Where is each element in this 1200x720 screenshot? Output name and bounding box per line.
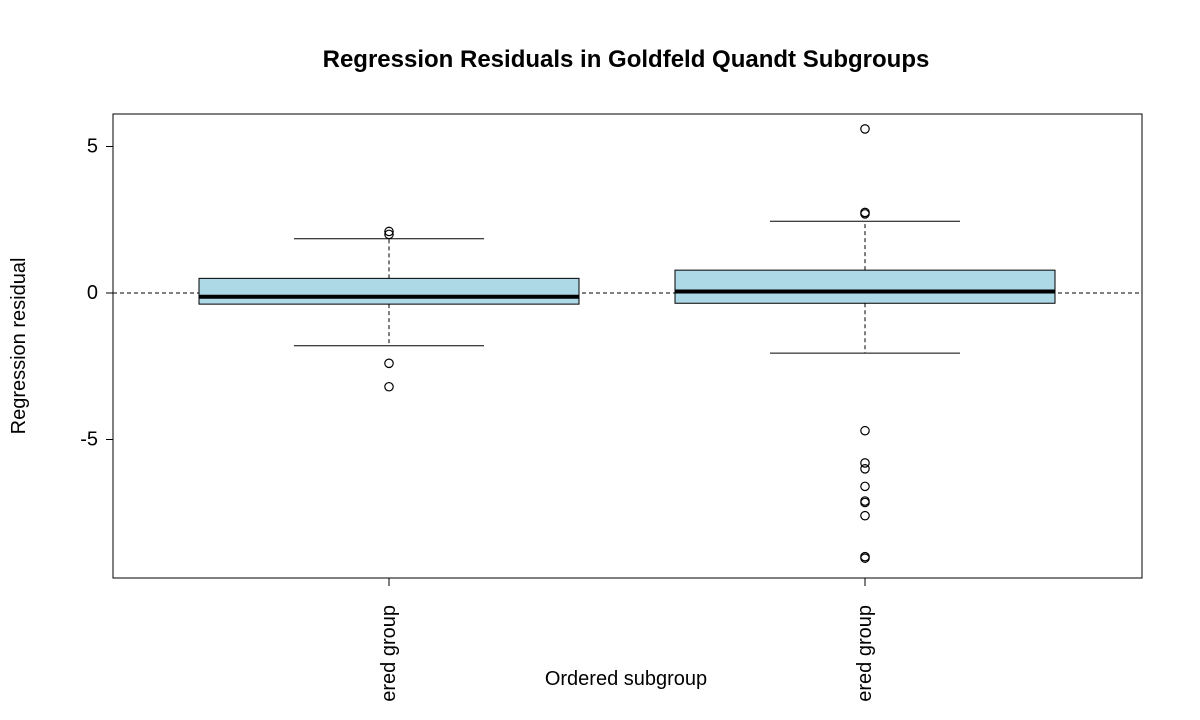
x-axis: ered group ered group — [378, 578, 876, 702]
x-axis-label: Ordered subgroup — [545, 668, 707, 690]
x-tick-label: ered group — [378, 605, 400, 702]
plot-frame — [112, 113, 1143, 579]
y-tick-label: -5 — [80, 429, 98, 451]
outlier-point — [384, 381, 394, 392]
x-tick-label: ered group — [854, 605, 876, 702]
outlier-point — [860, 425, 870, 436]
outlier-point — [860, 463, 870, 474]
outlier-point — [860, 124, 870, 134]
box-group — [674, 124, 1056, 563]
chart-title: Regression Residuals in Goldfeld Quandt … — [323, 46, 930, 73]
outlier-point — [860, 510, 870, 521]
iqr-box — [674, 269, 1056, 304]
outlier-point — [860, 553, 870, 563]
y-tick-label: 0 — [87, 282, 98, 304]
outlier-point — [860, 497, 870, 508]
outlier-point — [384, 358, 394, 369]
y-axis: 5 0 -5 — [80, 136, 113, 451]
y-axis-label: Regression residual — [8, 258, 30, 435]
y-tick-label: 5 — [87, 136, 98, 158]
outlier-point — [860, 209, 870, 219]
iqr-box — [198, 277, 580, 305]
outlier-point — [860, 481, 870, 492]
outlier-point — [860, 458, 870, 468]
boxes-layer — [198, 124, 1056, 563]
outlier-point — [384, 229, 394, 240]
outlier-point — [384, 226, 394, 237]
box-group — [198, 226, 580, 392]
